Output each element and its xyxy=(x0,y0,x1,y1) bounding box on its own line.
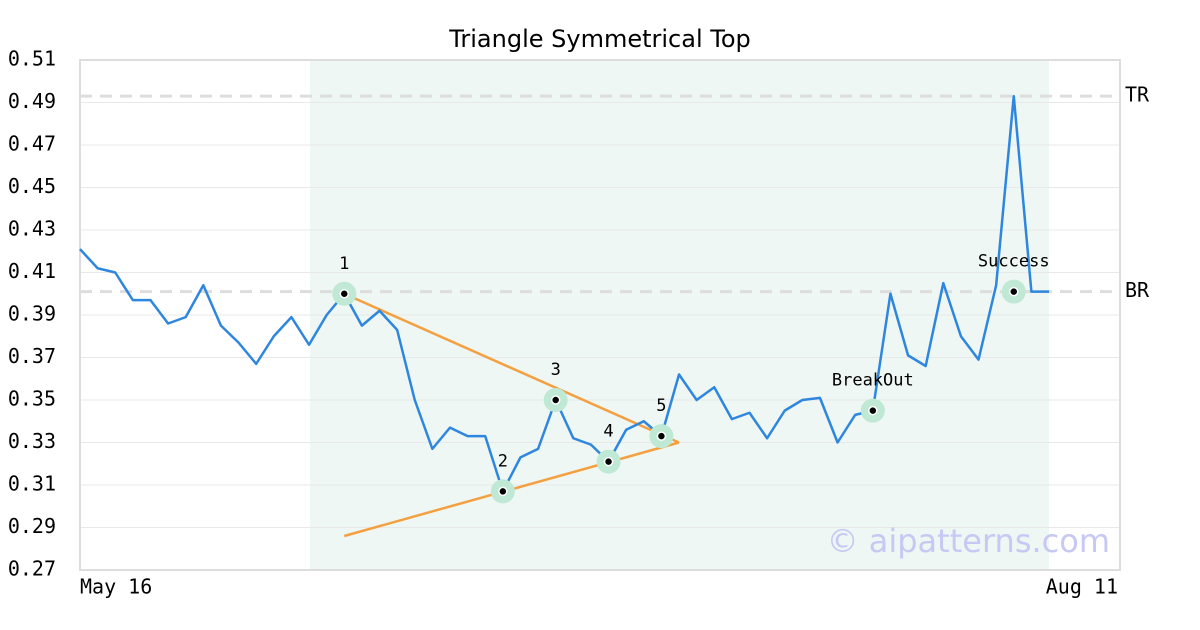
pattern-point xyxy=(603,456,614,467)
y-tick-label: 0.35 xyxy=(8,387,56,411)
trend-line xyxy=(343,292,680,444)
pattern-point-label: Success xyxy=(978,252,1050,272)
y-tick-label: 0.33 xyxy=(8,429,56,453)
y-tick-label: 0.51 xyxy=(8,47,56,71)
pattern-point xyxy=(1009,286,1019,297)
pattern-point xyxy=(550,395,561,405)
y-tick-label: 0.29 xyxy=(8,514,56,538)
pattern-point-label: 5 xyxy=(656,396,666,416)
pattern-point xyxy=(868,405,878,416)
y-tick-label: 0.41 xyxy=(8,259,56,283)
reference-label: BR xyxy=(1125,278,1150,302)
pattern-point xyxy=(498,486,508,497)
pattern-point-label: 1 xyxy=(339,254,349,274)
reference-label: TR xyxy=(1125,83,1150,107)
pattern-point-label: 3 xyxy=(551,360,561,380)
plot-frame xyxy=(79,59,1121,571)
y-tick-label: 0.47 xyxy=(8,132,56,156)
y-tick-label: 0.49 xyxy=(8,89,56,113)
x-tick-label: May 16 xyxy=(80,575,152,599)
watermark: © aipatterns.com xyxy=(827,522,1110,560)
y-tick-label: 0.43 xyxy=(8,217,56,241)
chart-title: Triangle Symmetrical Top xyxy=(448,25,751,53)
pattern-point-label: BreakOut xyxy=(832,371,914,391)
y-tick-label: 0.31 xyxy=(8,472,56,496)
pattern-point xyxy=(339,289,350,299)
x-tick-label: Aug 11 xyxy=(1046,575,1118,599)
price-line xyxy=(79,94,1049,493)
y-tick-label: 0.39 xyxy=(8,302,56,326)
pattern-point-label: 4 xyxy=(603,422,613,442)
y-tick-label: 0.37 xyxy=(8,344,56,368)
pattern-point-label: 2 xyxy=(498,451,508,471)
y-tick-label: 0.45 xyxy=(8,174,56,198)
pattern-point xyxy=(656,431,667,441)
y-tick-label: 0.27 xyxy=(8,557,56,581)
